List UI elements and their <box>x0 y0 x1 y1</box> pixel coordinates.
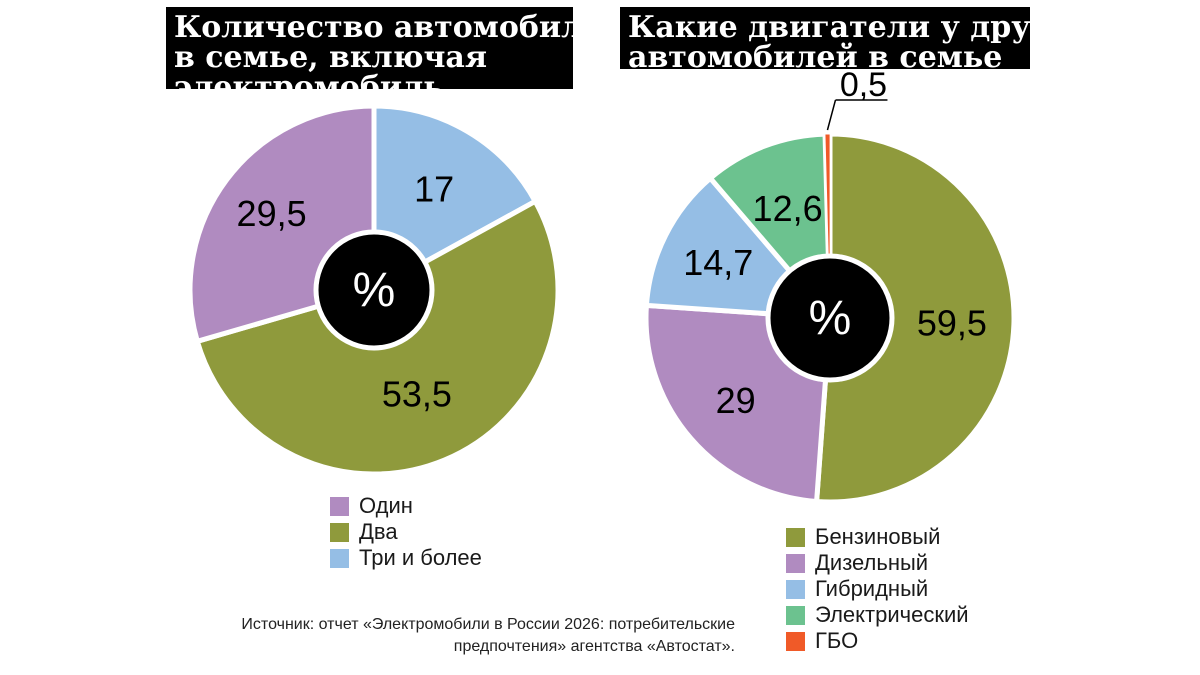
chart-2-legend: Бензиновый Дизельный Гибридный Электриче… <box>786 524 969 654</box>
legend-item-one: Один <box>330 493 482 519</box>
chart-1-title: Количество автомобилей в семье, включая … <box>166 7 624 103</box>
slice-value-label: 29,5 <box>237 193 307 234</box>
legend-item-diesel: Дизельный <box>786 550 969 576</box>
legend-item-lpg: ГБО <box>786 628 969 654</box>
source-line-1: Источник: отчет «Электромобили в России … <box>241 616 735 633</box>
slice-value-label: 0,5 <box>840 66 887 104</box>
legend-label: Один <box>359 493 413 518</box>
callout-line <box>826 99 837 131</box>
legend-swatch <box>330 522 349 542</box>
percent-center-label: % <box>353 264 396 317</box>
chart-1-title-line-2: в семье, включая <box>174 40 488 75</box>
slice-value-label: 29 <box>716 380 756 421</box>
legend-swatch <box>330 496 349 516</box>
legend-swatch <box>786 527 805 547</box>
legend-label: Дизельный <box>815 550 929 575</box>
legend-item-two: Два <box>330 519 482 545</box>
source-line-2: предпочтения» агентства «Автостат». <box>453 638 735 655</box>
legend-label: ГБО <box>815 628 859 653</box>
legend-label: Три и более <box>359 545 482 570</box>
legend-label: Гибридный <box>815 576 929 601</box>
legend-label: Два <box>359 519 398 544</box>
slice-value-label: 12,6 <box>753 188 823 229</box>
legend-item-three-plus: Три и более <box>330 545 482 571</box>
slice-value-label: 17 <box>414 168 454 209</box>
legend-label: Электрический <box>815 602 969 627</box>
chart-1-title-line-3: электромобиль <box>174 70 444 105</box>
legend-swatch <box>786 605 805 625</box>
chart-1-legend: Один Два Три и более <box>330 493 482 571</box>
chart-1-center-circle <box>313 229 435 351</box>
slice-value-label: 59,5 <box>917 302 987 343</box>
chart-2-center-circle <box>765 253 895 383</box>
chart-1-title-line-1: Количество автомобилей <box>174 10 624 45</box>
slice-three-plus <box>371 103 538 293</box>
chart-2-title-line-1: Какие двигатели у других <box>628 10 1089 45</box>
legend-swatch <box>330 548 349 568</box>
chart-2-title: Какие двигатели у других автомобилей в с… <box>620 7 1089 73</box>
source-note: Источник: отчет «Электромобили в России … <box>150 614 735 658</box>
slice-value-label: 14,7 <box>683 242 753 283</box>
slice-value-label: 53,5 <box>382 374 452 415</box>
legend-item-electric: Электрический <box>786 602 969 628</box>
chart-2-title-line-2: автомобилей в семье <box>628 40 1003 75</box>
legend-item-hybrid: Гибридный <box>786 576 969 602</box>
percent-center-label: % <box>809 292 852 345</box>
slice-petrol <box>814 131 1017 505</box>
legend-item-petrol: Бензиновый <box>786 524 969 550</box>
legend-swatch <box>786 553 805 573</box>
legend-label: Бензиновый <box>815 524 941 549</box>
legend-swatch <box>786 631 805 651</box>
legend-swatch <box>786 579 805 599</box>
